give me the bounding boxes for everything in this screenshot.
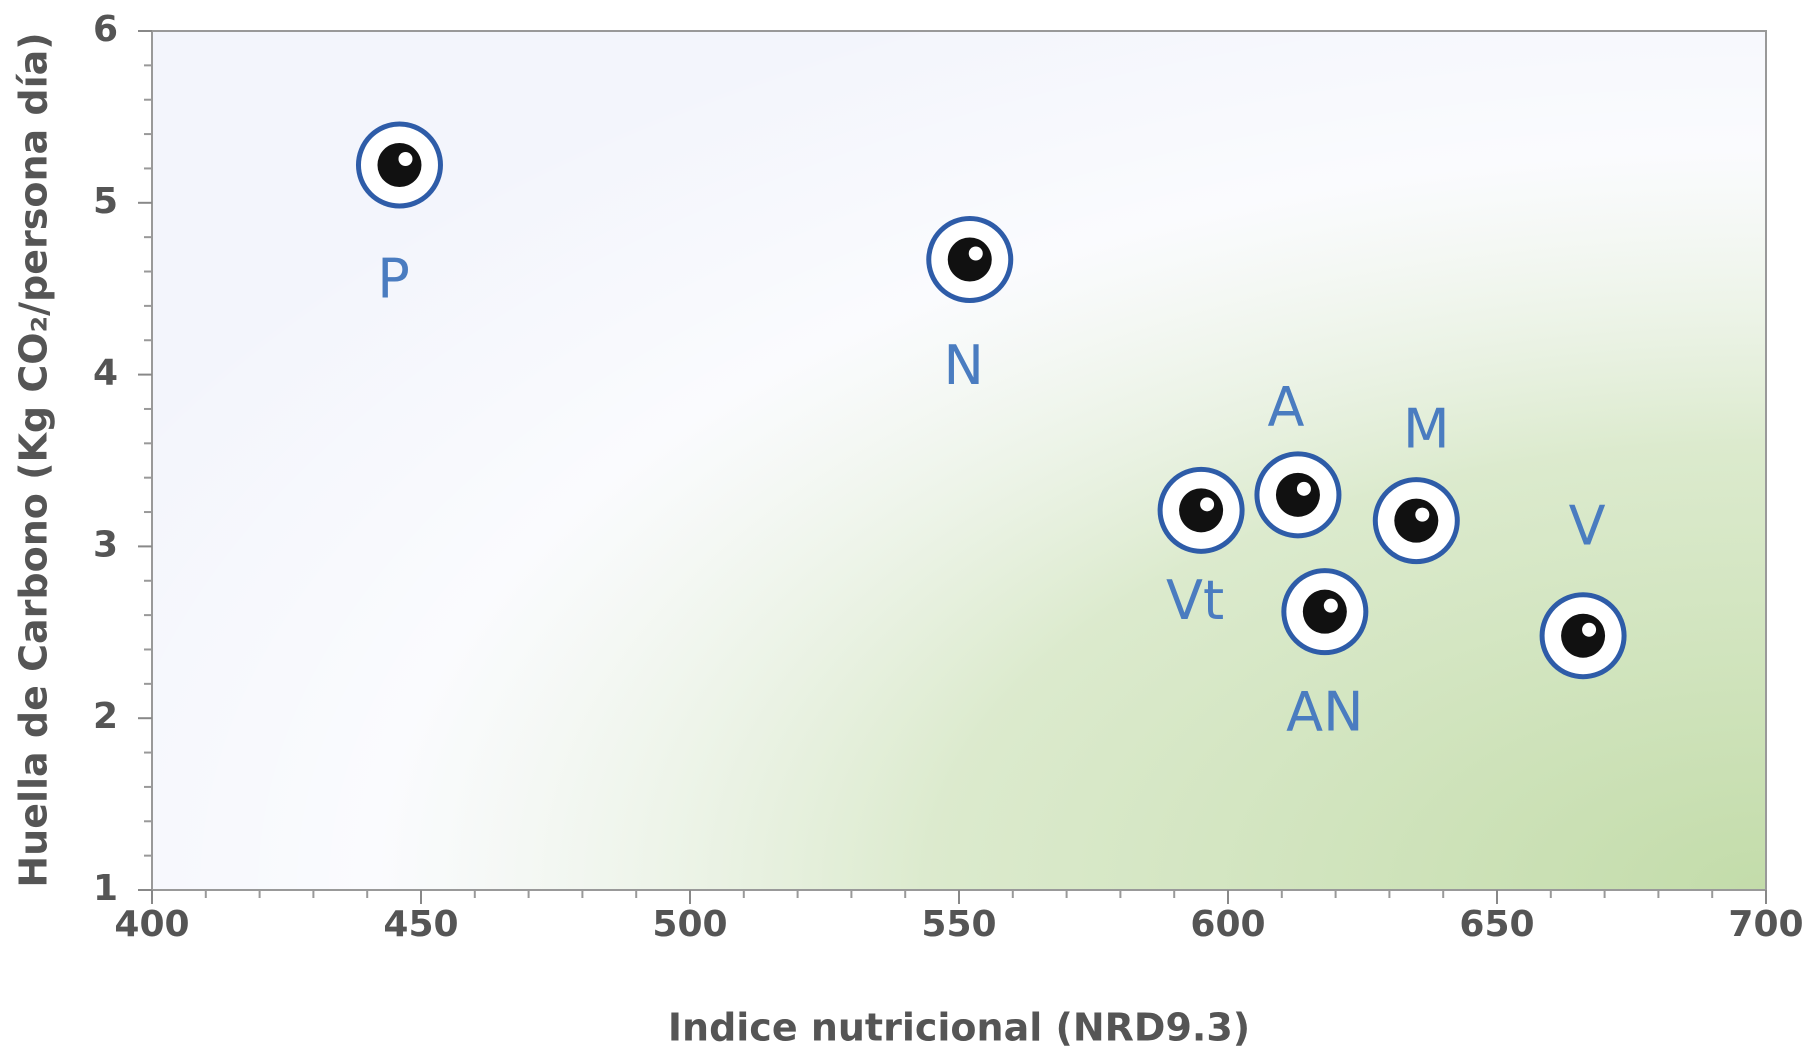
- y-axis-title: Huella de Carbono (Kg CO₂/persona día): [12, 32, 56, 887]
- point-label: Vt: [1166, 569, 1224, 632]
- y-tick-label: 1: [93, 868, 118, 909]
- y-tick-label: 6: [93, 9, 118, 50]
- y-tick-label: 5: [93, 181, 118, 222]
- point-icon-detail: [1297, 482, 1311, 496]
- point-icon-detail: [398, 152, 412, 166]
- point-icon: [377, 143, 421, 187]
- point-icon: [1561, 614, 1605, 658]
- point-icon: [948, 237, 992, 281]
- point-icon: [1179, 488, 1223, 532]
- point-icon-detail: [1415, 508, 1429, 522]
- point-icon: [1276, 473, 1320, 517]
- x-tick-label: 400: [114, 904, 189, 945]
- x-tick-label: 450: [383, 904, 458, 945]
- x-tick-label: 650: [1459, 904, 1534, 945]
- point-label: P: [377, 248, 410, 311]
- point-icon: [1303, 590, 1347, 634]
- x-tick-label: 500: [652, 904, 727, 945]
- point-label: AN: [1286, 680, 1363, 743]
- point-label: V: [1569, 494, 1606, 557]
- point-label: N: [944, 334, 984, 397]
- point-label: M: [1403, 397, 1450, 460]
- point-icon-detail: [1200, 497, 1214, 511]
- y-tick-label: 2: [93, 696, 118, 737]
- point-icon-detail: [1582, 623, 1596, 637]
- point-icon-detail: [969, 246, 983, 260]
- x-tick-label: 700: [1728, 904, 1803, 945]
- y-tick-label: 3: [93, 524, 118, 565]
- x-tick-label: 600: [1190, 904, 1265, 945]
- y-tick-label: 4: [93, 353, 118, 394]
- x-tick-label: 550: [921, 904, 996, 945]
- point-icon: [1394, 499, 1438, 543]
- chart: Indice nutricional (NRD9.3) Huella de Ca…: [0, 0, 1818, 1056]
- point-icon-detail: [1324, 599, 1338, 613]
- x-axis-title: Indice nutricional (NRD9.3): [668, 1006, 1250, 1050]
- point-label: A: [1267, 376, 1304, 439]
